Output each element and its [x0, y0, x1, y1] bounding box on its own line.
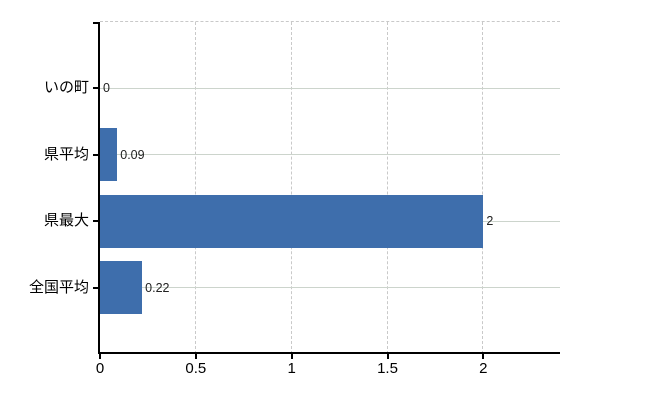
h-gridline: [100, 287, 560, 289]
x-tick-label: 2: [479, 360, 488, 377]
v-gridline: [290, 22, 292, 354]
x-axis-tick: [194, 354, 197, 359]
bar-value-label: 0.22: [145, 280, 170, 295]
plot-top-border: [100, 21, 560, 22]
x-tick-label: 1: [287, 360, 296, 377]
v-gridline: [386, 22, 388, 354]
h-gridline: [100, 87, 560, 89]
y-axis-tick: [93, 286, 100, 289]
bar: [100, 261, 143, 315]
v-gridline: [482, 22, 484, 354]
category-label: 県平均: [43, 145, 89, 163]
y-axis-tick: [93, 153, 100, 156]
x-tick-label: 1.5: [377, 360, 398, 377]
x-tick-label: 0: [95, 360, 105, 377]
y-axis-line: [98, 22, 100, 354]
h-gridline: [100, 154, 560, 156]
x-axis-tick: [482, 354, 485, 359]
x-tick-label: 0.5: [185, 360, 207, 377]
bar-value-label: 2: [486, 214, 494, 229]
category-label: 全国平均: [28, 278, 89, 296]
y-axis-top-tick: [93, 22, 100, 24]
y-axis-tick: [93, 220, 100, 223]
bar: [100, 128, 118, 182]
x-axis-tick: [99, 354, 101, 359]
x-axis-tick: [386, 354, 389, 359]
category-label: 県最大: [43, 212, 89, 230]
y-axis-tick: [93, 87, 100, 90]
bar: [100, 194, 484, 248]
x-axis-tick: [290, 354, 293, 359]
category-label: いの町: [43, 79, 89, 97]
bar-value-label: 0: [103, 81, 110, 96]
v-gridline: [194, 22, 196, 354]
bar-value-label: 0.09: [120, 147, 145, 162]
x-axis-line: [98, 352, 560, 354]
